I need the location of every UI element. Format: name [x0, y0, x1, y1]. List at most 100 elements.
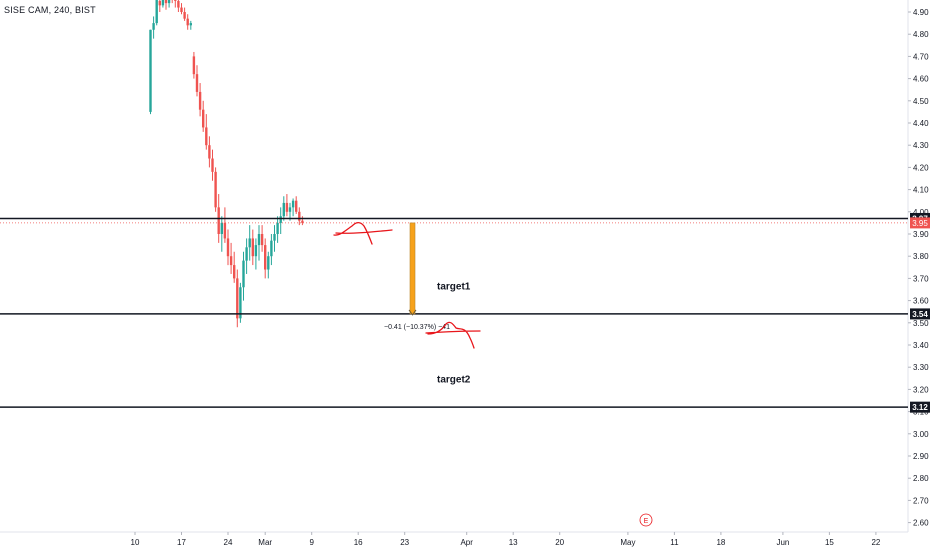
candle-body [180, 7, 183, 12]
candle-body [254, 245, 258, 257]
symbol-title: SISE CAM, 240, BIST [4, 5, 96, 15]
x-tick-label: May [620, 538, 635, 547]
y-tick-label: 2.60 [913, 519, 929, 528]
y-tick-label: 2.90 [913, 452, 929, 461]
y-tick-label: 3.40 [913, 341, 929, 350]
earnings-marker-label: E [644, 518, 649, 525]
price-level-tag [910, 308, 930, 320]
candle-body [264, 245, 267, 270]
y-tick-label: 3.60 [913, 297, 929, 306]
candle-body [183, 12, 186, 19]
candle-body [211, 158, 214, 172]
candle-body [257, 234, 261, 246]
candle-body [260, 234, 264, 246]
scribble-path-lower[interactable] [425, 321, 481, 349]
candle-body [226, 238, 230, 257]
y-tick-label: 4.00 [913, 208, 929, 217]
price-level-tag-label: 3.54 [912, 310, 928, 319]
y-tick-label: 4.20 [913, 163, 929, 172]
y-tick-label: 3.70 [913, 274, 929, 283]
measure-label: −0.41 (−10.37%) −41 [384, 324, 450, 331]
candle-body [208, 145, 211, 159]
x-tick-label: 16 [354, 538, 363, 547]
y-tick-label: 3.20 [913, 385, 929, 394]
candle-body [301, 220, 304, 223]
candle-body [288, 207, 292, 212]
y-tick-label: 3.50 [913, 319, 929, 328]
y-tick-label: 3.00 [913, 430, 929, 439]
x-tick-label: 17 [177, 538, 186, 547]
candle-body [251, 238, 254, 257]
candle-body [273, 234, 276, 241]
candle-body [220, 222, 223, 234]
y-tick-label: 4.80 [913, 30, 929, 39]
candle-body [195, 74, 199, 92]
candle-body [152, 23, 155, 30]
measure-arrow-icon [408, 309, 417, 316]
candle-body [161, 0, 165, 6]
candle-body [186, 18, 189, 26]
x-tick-label: 20 [555, 538, 564, 547]
candle-body [248, 238, 251, 248]
y-tick-label: 4.30 [913, 141, 929, 150]
candle-body [202, 109, 205, 128]
y-tick-label: 3.30 [913, 363, 929, 372]
candle-body [149, 29, 152, 112]
y-tick-label: 4.60 [913, 75, 929, 84]
y-tick-label: 3.80 [913, 252, 929, 261]
target1-label: target1 [437, 282, 471, 293]
candle-body [229, 256, 233, 266]
candle-body [282, 202, 285, 217]
candle-body [267, 256, 270, 270]
candle-body [291, 200, 295, 208]
candle-body [270, 240, 273, 257]
candle-body [167, 0, 171, 4]
y-tick-label: 4.70 [913, 52, 929, 61]
scribble-path-upper[interactable] [333, 221, 393, 245]
candle-body [177, 0, 180, 8]
candle-body [242, 260, 245, 288]
candle-body [279, 216, 282, 223]
x-tick-label: 11 [670, 538, 679, 547]
x-tick-label: 22 [871, 538, 880, 547]
candle-body [245, 247, 248, 261]
y-tick-label: 2.70 [913, 496, 929, 505]
x-tick-label: 15 [825, 538, 834, 547]
current-price-tag-label: 3.95 [912, 219, 928, 228]
x-tick-label: Mar [258, 538, 272, 547]
candle-body [214, 171, 217, 208]
candle-body [239, 287, 242, 319]
candle-body [217, 207, 220, 234]
current-price-tag [910, 217, 930, 229]
candle-body [189, 23, 192, 26]
candle-body [205, 127, 208, 146]
candle-body [198, 91, 202, 110]
price-range-measure[interactable] [409, 222, 416, 315]
candle-body [223, 222, 227, 239]
y-tick-label: 4.10 [913, 186, 929, 195]
candle-body [164, 0, 168, 4]
y-tick-label: 4.50 [913, 97, 929, 106]
x-tick-label: 9 [309, 538, 314, 547]
candle-body [233, 265, 236, 279]
candle-body [298, 211, 301, 221]
candle-body [192, 56, 196, 75]
x-tick-label: 24 [224, 538, 233, 547]
candle-body [158, 0, 161, 6]
x-tick-label: 18 [716, 538, 725, 547]
x-tick-label: 13 [509, 538, 518, 547]
candle-body [236, 278, 239, 319]
candle-body [276, 222, 279, 234]
y-tick-label: 4.40 [913, 119, 929, 128]
x-tick-label: 23 [400, 538, 409, 547]
y-tick-label: 3.90 [913, 230, 929, 239]
earnings-marker-icon[interactable] [639, 513, 653, 527]
y-tick-label: 2.80 [913, 474, 929, 483]
candle-body [174, 0, 177, 1]
x-tick-label: 10 [131, 538, 140, 547]
candle-body [285, 202, 289, 212]
price-level-tag-label: 3.12 [912, 403, 928, 412]
x-tick-label: Jun [776, 538, 789, 547]
price-level-tag [910, 401, 930, 413]
